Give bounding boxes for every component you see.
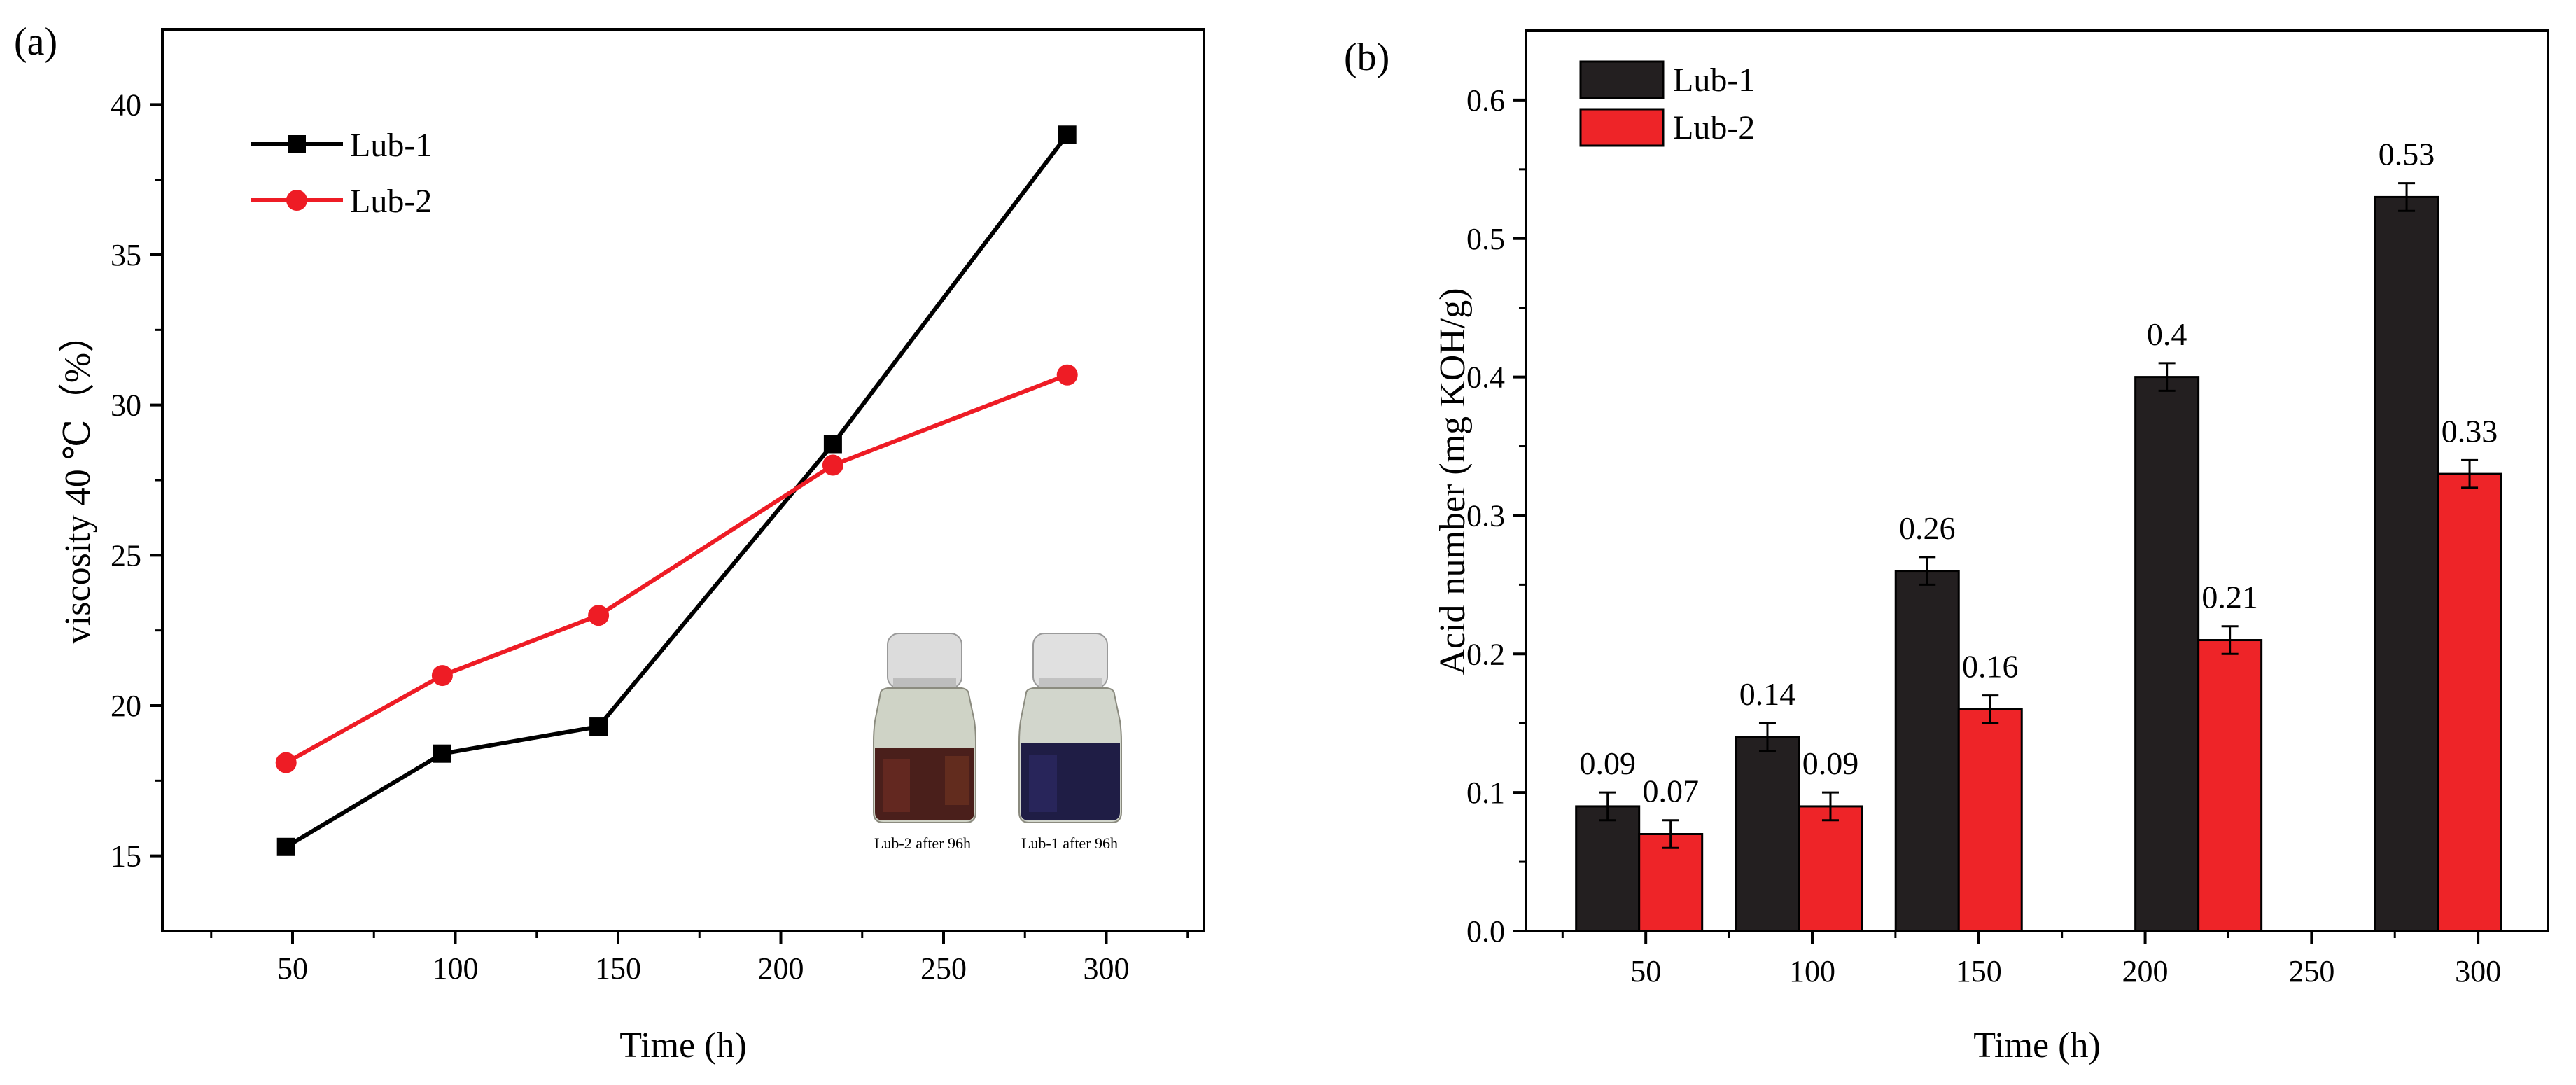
bar-lub-1 bbox=[2374, 195, 2440, 932]
point-lub-2 bbox=[275, 752, 297, 774]
inset-photo: Lub-2 after 96h Lub-1 after 96h bbox=[873, 633, 1122, 852]
chart-a-ytick-label: 35 bbox=[111, 238, 141, 272]
bottle-lub1-image bbox=[1018, 633, 1122, 823]
data-label-lub-2: 0.33 bbox=[2442, 413, 2498, 449]
inset-left-caption: Lub-2 after 96h bbox=[874, 834, 971, 852]
chart-b-ytick-label: 0.4 bbox=[1466, 360, 1505, 395]
chart-b-ytick-label: 0.1 bbox=[1466, 776, 1505, 810]
bar-lub-2 bbox=[2437, 472, 2502, 932]
chart-b-ytick-label: 0.0 bbox=[1466, 914, 1505, 948]
bottle-lub2-image bbox=[873, 633, 976, 823]
legend-swatch-lub-2 bbox=[1579, 108, 1665, 147]
point-lub-1 bbox=[1058, 125, 1077, 144]
chart-a-series bbox=[275, 125, 1078, 856]
chart-b-frame bbox=[1525, 29, 2549, 932]
point-lub-2 bbox=[1056, 364, 1078, 386]
chart-b-xtick-label: 300 bbox=[2455, 954, 2501, 988]
point-lub-1 bbox=[823, 435, 842, 454]
legend-label-lub-2: Lub-2 bbox=[350, 183, 432, 220]
bar-lub-2 bbox=[1798, 805, 1863, 932]
chart-b-ytick-label: 0.6 bbox=[1466, 83, 1505, 118]
chart-b-xtick-label: 200 bbox=[2122, 954, 2169, 988]
chart-b-legend: Lub-1 Lub-2 bbox=[1579, 60, 1755, 147]
bar-lub-2 bbox=[2197, 639, 2263, 932]
legend-marker bbox=[288, 135, 306, 153]
legend-label-lub-1: Lub-1 bbox=[1673, 62, 1755, 99]
data-label-lub-1: 0.53 bbox=[2379, 136, 2435, 172]
point-lub-1 bbox=[433, 744, 451, 763]
chart-a-ytick-label: 20 bbox=[111, 689, 141, 723]
point-lub-2 bbox=[431, 665, 453, 687]
chart-a-xtick-label: 150 bbox=[595, 951, 641, 986]
chart-b-xtick-label: 50 bbox=[1630, 954, 1661, 988]
legend-swatch-lub-1 bbox=[1579, 60, 1665, 99]
bar-lub-1 bbox=[1894, 570, 1960, 932]
bar-lub-2 bbox=[1957, 708, 2023, 932]
point-lub-1 bbox=[589, 718, 608, 736]
chart-a-ticks: 50 100 150 200 250 300 15 20 25 30 35 40 bbox=[111, 88, 1189, 986]
chart-a-xtick-label: 100 bbox=[433, 951, 479, 986]
legend-marker bbox=[286, 190, 307, 211]
chart-a-xtick-label: 300 bbox=[1084, 951, 1130, 986]
chart-b: 50 100 150 200 250 300 0.0 0.1 0.2 0.3 0.4 0.5 0.6 0… bbox=[1433, 29, 2549, 1065]
chart-a-xtick-label: 200 bbox=[758, 951, 804, 986]
data-label-lub-2: 0.09 bbox=[1802, 746, 1859, 781]
chart-b-ylabel: Acid number (mg KOH/g) bbox=[1433, 288, 1473, 675]
inset-right-caption: Lub-1 after 96h bbox=[1021, 834, 1118, 852]
chart-b-ytick-label: 0.3 bbox=[1466, 498, 1505, 533]
panel-b-label: (b) bbox=[1344, 36, 1390, 79]
chart-a-xlabel: Time (h) bbox=[620, 1026, 747, 1065]
chart-b-xtick-label: 250 bbox=[2288, 954, 2334, 988]
chart-a-ytick-label: 30 bbox=[111, 388, 141, 423]
legend-label-lub-1: Lub-1 bbox=[350, 127, 432, 164]
chart-a-ytick-label: 40 bbox=[111, 88, 141, 122]
bar-lub-1 bbox=[1735, 736, 1800, 932]
point-lub-2 bbox=[588, 605, 610, 626]
chart-a: 50 100 150 200 250 300 15 20 25 30 35 40 Lub-1 Lub-2… bbox=[58, 28, 1205, 1065]
chart-b-xtick-label: 100 bbox=[1789, 954, 1835, 988]
chart-a-xtick-label: 50 bbox=[277, 951, 308, 986]
bar-lub-1 bbox=[1575, 805, 1641, 932]
chart-a-legend: Lub-1 Lub-2 bbox=[251, 127, 432, 220]
chart-a-ylabel: viscosity 40 ℃（%） bbox=[58, 316, 98, 644]
data-label-lub-1: 0.14 bbox=[1740, 676, 1796, 712]
chart-b-ytick-label: 0.5 bbox=[1466, 222, 1505, 256]
chart-a-ytick-label: 15 bbox=[111, 839, 141, 874]
chart-b-xtick-label: 150 bbox=[1956, 954, 2002, 988]
panel-a-label: (a) bbox=[14, 20, 57, 64]
chart-b-ytick-label: 0.2 bbox=[1466, 637, 1505, 671]
data-label-lub-2: 0.16 bbox=[1962, 649, 2019, 685]
chart-b-series: 0.090.140.260.40.530.070.090.160.210.33 bbox=[1575, 136, 2502, 932]
chart-a-xtick-label: 250 bbox=[920, 951, 967, 986]
chart-a-ytick-label: 25 bbox=[111, 538, 141, 573]
data-label-lub-1: 0.26 bbox=[1899, 510, 1956, 546]
chart-b-ticks: 50 100 150 200 250 300 0.0 0.1 0.2 0.3 0.4 0.5 0.6 bbox=[1466, 83, 2501, 988]
data-label-lub-1: 0.4 bbox=[2147, 316, 2188, 352]
data-label-lub-2: 0.07 bbox=[1642, 774, 1699, 809]
data-label-lub-1: 0.09 bbox=[1579, 746, 1636, 781]
bar-lub-1 bbox=[2134, 376, 2200, 932]
chart-b-xlabel: Time (h) bbox=[1973, 1026, 2101, 1065]
point-lub-2 bbox=[822, 454, 844, 476]
data-label-lub-2: 0.21 bbox=[2202, 580, 2258, 615]
legend-label-lub-2: Lub-2 bbox=[1673, 109, 1755, 146]
point-lub-1 bbox=[276, 837, 295, 856]
